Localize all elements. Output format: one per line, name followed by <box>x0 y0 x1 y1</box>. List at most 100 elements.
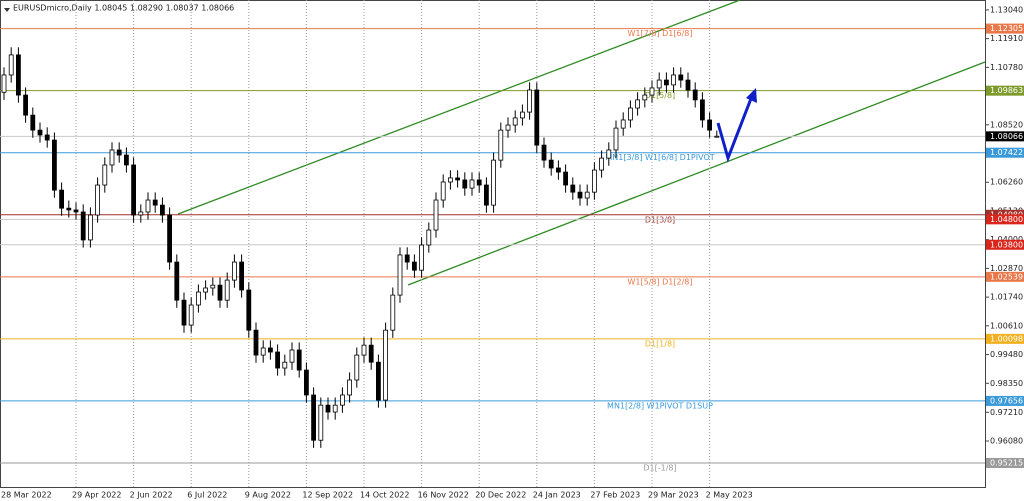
forecast-arrow <box>716 88 757 163</box>
price-box <box>986 214 1024 225</box>
x-tick-label: 2 Jun 2022 <box>130 491 173 500</box>
candle-body <box>303 369 309 396</box>
candle-body <box>469 179 475 189</box>
candle-body <box>498 129 504 161</box>
candle-body <box>152 199 158 206</box>
candle-body <box>296 349 302 371</box>
candle-body <box>116 149 122 156</box>
candle-body <box>289 349 295 363</box>
candle-body <box>131 164 137 216</box>
candle-body <box>95 184 100 216</box>
candle-body <box>332 404 338 413</box>
channel-upper <box>177 0 741 215</box>
price-box-label: 1.08066 <box>990 132 1023 141</box>
candle-body <box>224 279 230 301</box>
y-tick-label: 1.13040 <box>990 5 1023 14</box>
y-tick-label: 1.00610 <box>990 321 1023 330</box>
candle-body <box>390 294 396 331</box>
x-tick-label: 28 Mar 2022 <box>1 491 52 500</box>
candle-body <box>1 74 7 93</box>
price-box <box>986 239 1024 250</box>
candle-body <box>145 199 151 213</box>
x-tick-label: 6 Jul 2022 <box>187 491 227 500</box>
y-tick-label: 1.10780 <box>990 63 1023 72</box>
price-box-label: 1.03800 <box>990 240 1023 249</box>
candle-body <box>397 254 403 296</box>
candle-body <box>714 135 720 138</box>
x-tick-label: 14 Oct 2022 <box>360 491 409 500</box>
candle-body <box>80 211 86 241</box>
candle-body <box>195 291 201 306</box>
candle-body <box>570 184 576 193</box>
candle-body <box>174 261 180 301</box>
y-tick-label: 0.99480 <box>990 350 1023 359</box>
plot-frame <box>0 0 986 488</box>
x-tick-label: 29 Apr 2022 <box>72 491 121 500</box>
candle-body <box>325 404 331 413</box>
candle-body <box>685 79 691 91</box>
level-label: D1[1/8] <box>645 339 675 348</box>
candle-body <box>404 254 410 263</box>
candle-body <box>649 87 655 96</box>
candle-body <box>455 177 461 181</box>
candle-body <box>447 177 453 183</box>
candle-body <box>253 329 259 356</box>
x-tick-label: 20 Dec 2022 <box>475 491 526 500</box>
x-tick-label: 16 Nov 2022 <box>418 491 469 500</box>
candle-body <box>692 89 698 101</box>
candle-body <box>419 244 425 271</box>
x-tick-label: 9 Aug 2022 <box>245 491 291 500</box>
level-label: MN1[2/8] W1PIVOT D1SUP <box>607 401 713 410</box>
candle-body <box>656 79 662 89</box>
y-tick-label: 0.96080 <box>990 436 1023 445</box>
candle-body <box>260 347 266 356</box>
price-box-label: 0.95215 <box>990 458 1023 467</box>
candle-body <box>30 114 36 131</box>
candle-body <box>620 119 626 129</box>
candle-body <box>664 79 669 86</box>
candle-body <box>599 157 604 171</box>
candle-body <box>267 347 273 353</box>
channel-lower <box>407 61 986 286</box>
candle-body <box>138 211 144 216</box>
level-label: D1[-1/8] <box>643 463 676 472</box>
candle-body <box>210 284 216 289</box>
candle-body <box>426 229 432 246</box>
candle-body <box>282 361 288 369</box>
candle-body <box>354 354 360 381</box>
price-box-label: 1.07422 <box>990 148 1023 157</box>
candle-body <box>563 171 568 186</box>
price-box <box>986 271 1024 282</box>
candle-body <box>23 94 29 116</box>
candle-body <box>527 89 532 113</box>
candle-body <box>73 209 79 213</box>
candle-body <box>383 329 389 401</box>
price-box-label: 1.02539 <box>990 272 1023 281</box>
candle-body <box>628 107 633 121</box>
x-tick-label: 12 Sep 2022 <box>302 491 353 500</box>
candle-body <box>15 54 21 96</box>
candle-body <box>440 181 446 201</box>
price-box <box>986 395 1024 406</box>
price-box-label: 1.09863 <box>990 86 1023 95</box>
candle-body <box>275 351 281 369</box>
y-tick-label: 0.98350 <box>990 379 1023 388</box>
y-tick-label: 1.01740 <box>990 293 1023 302</box>
candle-body <box>483 184 489 206</box>
candle-body <box>37 129 43 136</box>
level-label: D1[5/8] <box>645 91 675 100</box>
price-box <box>986 85 1024 96</box>
x-tick-label: 24 Jan 2023 <box>533 491 581 500</box>
candle-body <box>606 149 612 159</box>
y-tick-label: 1.08520 <box>990 120 1023 129</box>
candle-body <box>203 287 209 293</box>
candle-body <box>700 99 705 121</box>
candle-body <box>433 199 439 231</box>
candle-body <box>246 289 252 331</box>
candle-body <box>635 99 640 109</box>
price-box <box>986 147 1024 158</box>
candle-body <box>671 74 676 86</box>
candle-body <box>520 111 525 119</box>
price-box <box>986 333 1024 344</box>
